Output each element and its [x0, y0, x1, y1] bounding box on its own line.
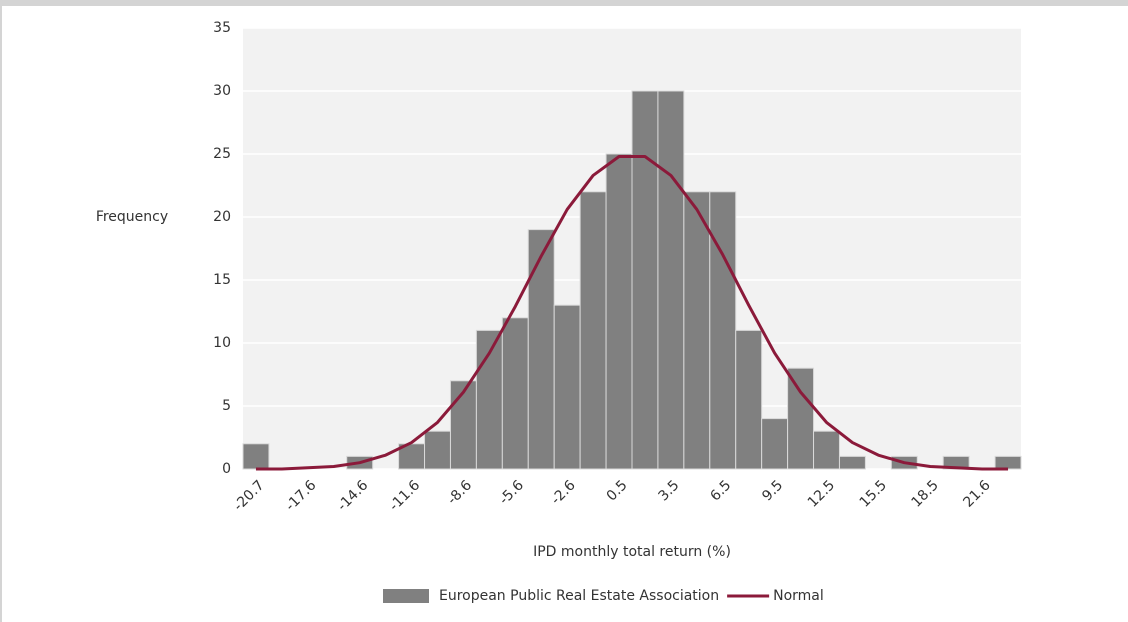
x-tick-label: -14.6: [334, 477, 371, 514]
y-tick-label: 0: [222, 461, 231, 477]
bar: [553, 304, 581, 470]
x-tick-label: -17.6: [283, 477, 320, 514]
x-tick-label: 15.5: [857, 477, 890, 510]
bar: [242, 443, 270, 470]
x-tick-label: 0.5: [604, 477, 631, 504]
x-tick-label: 18.5: [909, 477, 942, 510]
bar: [424, 430, 451, 470]
y-axis-label: Frequency: [96, 209, 168, 225]
x-tick-label: 12.5: [805, 477, 838, 510]
bar: [813, 430, 840, 470]
top-border: [0, 0, 1128, 6]
legend-label: Normal: [773, 588, 824, 604]
bar: [838, 455, 866, 470]
x-tick-label: 9.5: [759, 477, 786, 504]
x-tick-label: 6.5: [707, 477, 734, 504]
bar: [994, 455, 1022, 470]
bar: [631, 90, 659, 470]
bar: [761, 418, 789, 470]
bar: [657, 90, 685, 470]
x-tick-label: 3.5: [655, 477, 682, 504]
bar: [735, 329, 763, 470]
x-tick-label: -8.6: [444, 477, 475, 508]
x-tick-label: -11.6: [386, 477, 423, 514]
x-tick-label: -20.7: [231, 477, 268, 514]
bar: [683, 191, 711, 470]
y-tick-label: 10: [213, 335, 231, 351]
left-border: [0, 0, 2, 622]
bar: [787, 367, 815, 470]
bar: [579, 191, 607, 470]
y-tick-label: 25: [213, 146, 231, 162]
x-axis-label: IPD monthly total return (%): [533, 544, 731, 560]
normal-curve: [255, 155, 1009, 471]
y-tick-label: 20: [213, 209, 231, 225]
legend-label: European Public Real Estate Association: [439, 588, 719, 604]
y-tick-label: 5: [222, 398, 231, 414]
y-tick-label: 35: [213, 20, 231, 36]
bar: [709, 191, 737, 470]
bar: [527, 229, 555, 470]
bar: [501, 317, 529, 470]
x-tick-label: -5.6: [496, 477, 527, 508]
y-tick-label: 30: [213, 83, 231, 99]
x-tick-label: -2.6: [548, 477, 579, 508]
x-tick-label: 21.6: [960, 477, 993, 510]
legend-swatch: [383, 589, 429, 603]
bar: [605, 153, 633, 470]
y-tick-label: 15: [213, 272, 231, 288]
